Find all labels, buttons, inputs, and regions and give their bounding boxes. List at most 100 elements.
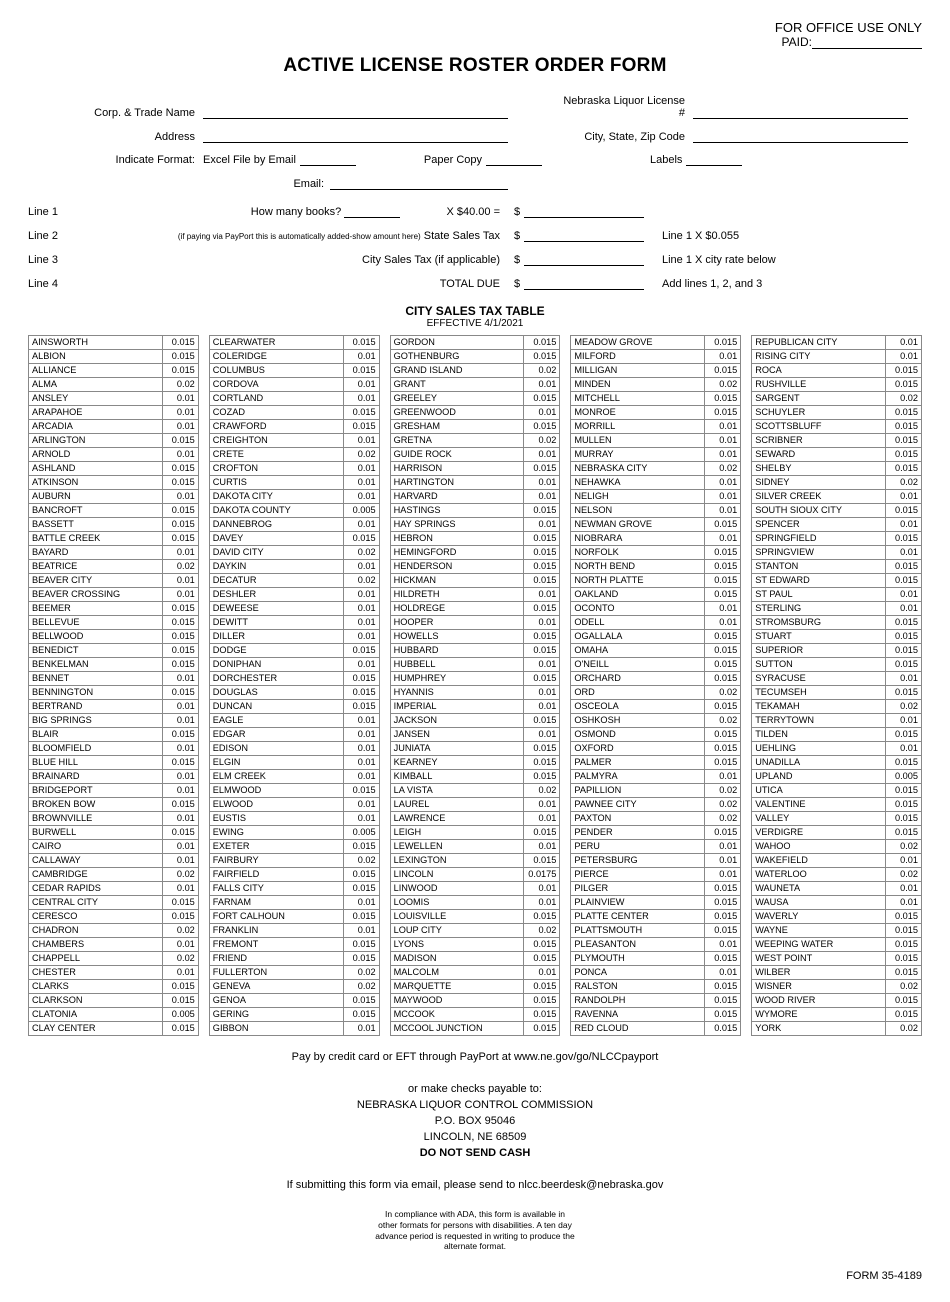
- tax-city: FREMONT: [209, 938, 343, 952]
- tax-rate: 0.015: [162, 798, 198, 812]
- tax-city: CLARKSON: [29, 994, 163, 1008]
- tax-rate: 0.02: [524, 924, 560, 938]
- tax-rate: 0.01: [524, 378, 560, 392]
- tax-rate: 0.015: [705, 728, 741, 742]
- tax-city: DAKOTA CITY: [209, 490, 343, 504]
- row-line4: Line 4 TOTAL DUE $ Add lines 1, 2, and 3: [28, 276, 922, 290]
- tax-city: RANDOLPH: [571, 994, 705, 1008]
- tax-rate: 0.015: [162, 756, 198, 770]
- tax-row: IMPERIAL0.01: [390, 700, 560, 714]
- tax-row: BEAVER CROSSING0.01: [29, 588, 199, 602]
- line2-amount-field[interactable]: [524, 228, 644, 242]
- tax-row: SCHUYLER0.015: [752, 406, 922, 420]
- tax-rate: 0.015: [705, 1022, 741, 1036]
- tax-city: EWING: [209, 826, 343, 840]
- tax-rate: 0.015: [524, 742, 560, 756]
- tax-city: ARNOLD: [29, 448, 163, 462]
- tax-row: CLEARWATER0.015: [209, 336, 379, 350]
- line2-mid: (if paying via PayPort this is automatic…: [88, 230, 508, 242]
- tax-row: HICKMAN0.015: [390, 574, 560, 588]
- line1-qty-field[interactable]: [344, 205, 400, 218]
- license-field[interactable]: [693, 105, 908, 119]
- city-field[interactable]: [693, 129, 908, 143]
- tax-row: BELLEVUE0.015: [29, 616, 199, 630]
- format-excel-field[interactable]: [300, 153, 356, 166]
- tax-row: GRANT0.01: [390, 378, 560, 392]
- tax-city: WAUSA: [752, 896, 886, 910]
- tax-row: GUIDE ROCK0.01: [390, 448, 560, 462]
- tax-rate: 0.01: [343, 714, 379, 728]
- tax-rate: 0.015: [524, 1008, 560, 1022]
- tax-city: HOLDREGE: [390, 602, 524, 616]
- tax-row: BLOOMFIELD0.01: [29, 742, 199, 756]
- tax-rate: 0.02: [705, 714, 741, 728]
- tax-city: GREELEY: [390, 392, 524, 406]
- tax-row: VALENTINE0.015: [752, 798, 922, 812]
- tax-city: LEIGH: [390, 826, 524, 840]
- paid-field[interactable]: [812, 48, 922, 49]
- tax-row: CLATONIA0.005: [29, 1008, 199, 1022]
- tax-row: HAY SPRINGS0.01: [390, 518, 560, 532]
- tax-row: EXETER0.015: [209, 840, 379, 854]
- line2-small: (if paying via PayPort this is automatic…: [178, 232, 421, 241]
- tax-rate: 0.015: [885, 1008, 921, 1022]
- line1-dollar: $: [508, 206, 524, 218]
- tax-city: ELWOOD: [209, 798, 343, 812]
- tax-city: BANCROFT: [29, 504, 163, 518]
- tax-city: HARRISON: [390, 462, 524, 476]
- tax-row: JANSEN0.01: [390, 728, 560, 742]
- corp-trade-field[interactable]: [203, 105, 508, 119]
- tax-rate: 0.015: [162, 434, 198, 448]
- tax-city: OSHKOSH: [571, 714, 705, 728]
- tax-rate: 0.015: [162, 462, 198, 476]
- tax-city: GIBBON: [209, 1022, 343, 1036]
- tax-rate: 0.01: [705, 938, 741, 952]
- tax-city: DODGE: [209, 644, 343, 658]
- tax-rate: 0.02: [885, 980, 921, 994]
- tax-rate: 0.015: [885, 434, 921, 448]
- format-paper-field[interactable]: [486, 153, 542, 166]
- tax-row: MADISON0.015: [390, 952, 560, 966]
- tax-row: OXFORD0.015: [571, 742, 741, 756]
- footer-payport: Pay by credit card or EFT through PayPor…: [28, 1050, 922, 1066]
- tax-row: HENDERSON0.015: [390, 560, 560, 574]
- tax-rate: 0.01: [705, 434, 741, 448]
- tax-rate: 0.02: [162, 560, 198, 574]
- tax-city: CALLAWAY: [29, 854, 163, 868]
- tax-city: ELMWOOD: [209, 784, 343, 798]
- tax-city: PETERSBURG: [571, 854, 705, 868]
- address-field[interactable]: [203, 129, 508, 143]
- tax-rate: 0.015: [524, 644, 560, 658]
- tax-row: BASSETT0.015: [29, 518, 199, 532]
- tax-city: ALMA: [29, 378, 163, 392]
- tax-row: ARLINGTON0.015: [29, 434, 199, 448]
- tax-rate: 0.015: [162, 980, 198, 994]
- tax-rate: 0.015: [524, 336, 560, 350]
- tax-row: BIG SPRINGS0.01: [29, 714, 199, 728]
- tax-city: JACKSON: [390, 714, 524, 728]
- tax-row: DAVEY0.015: [209, 532, 379, 546]
- tax-rate: 0.01: [524, 840, 560, 854]
- email-field[interactable]: [330, 176, 508, 190]
- tax-city: STROMSBURG: [752, 616, 886, 630]
- tax-rate: 0.015: [885, 756, 921, 770]
- tax-city: PALMER: [571, 756, 705, 770]
- tax-row: CHAPPELL0.02: [29, 952, 199, 966]
- tax-city: FRANKLIN: [209, 924, 343, 938]
- paid-row: PAID:: [28, 35, 922, 49]
- format-labels-field[interactable]: [686, 153, 742, 166]
- tax-row: LOOMIS0.01: [390, 896, 560, 910]
- tax-city: WEEPING WATER: [752, 938, 886, 952]
- tax-row: RALSTON0.015: [571, 980, 741, 994]
- tax-city: GRETNA: [390, 434, 524, 448]
- tax-rate: 0.01: [705, 532, 741, 546]
- tax-city: BLUE HILL: [29, 756, 163, 770]
- tax-row: CURTIS0.01: [209, 476, 379, 490]
- line4-amount-field[interactable]: [524, 276, 644, 290]
- tax-rate: 0.005: [162, 1008, 198, 1022]
- line1-amount-field[interactable]: [524, 204, 644, 218]
- tax-rate: 0.01: [885, 742, 921, 756]
- tax-rate: 0.015: [885, 616, 921, 630]
- tax-row: HOOPER0.01: [390, 616, 560, 630]
- line3-amount-field[interactable]: [524, 252, 644, 266]
